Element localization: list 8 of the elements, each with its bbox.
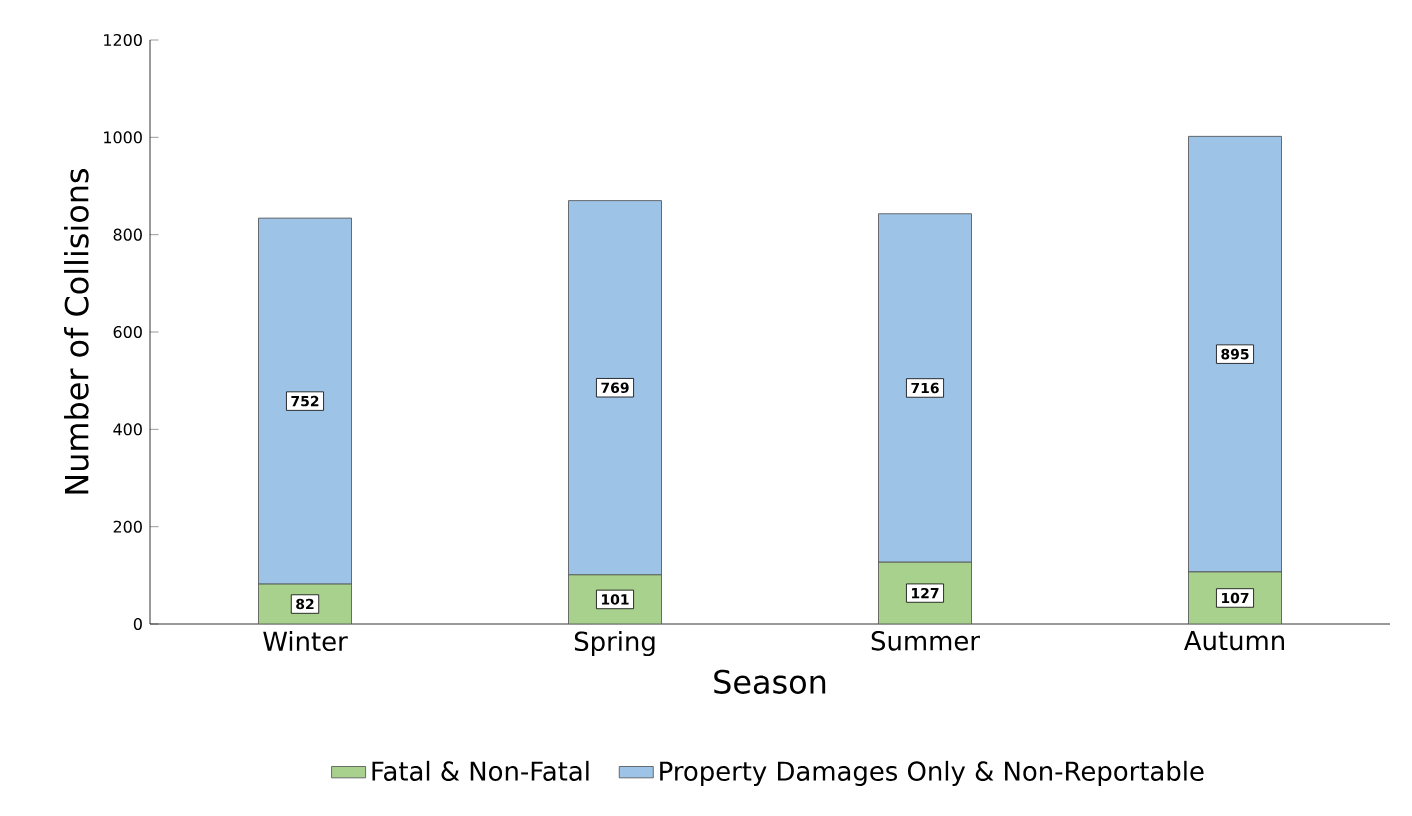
x-tick-label: Summer (871, 631, 980, 651)
legend-label: Fatal & Non-Fatal (372, 760, 589, 781)
x-tick-label: Winter (263, 631, 348, 652)
legend-label: Property Damages Only & Non-Reportable (660, 760, 1204, 786)
x-axis-title: Season (714, 669, 826, 694)
y-axis-title: Number of Collisions (64, 168, 89, 494)
x-tick-label: Autumn (1184, 631, 1284, 651)
x-tick-label: Spring (574, 631, 655, 657)
